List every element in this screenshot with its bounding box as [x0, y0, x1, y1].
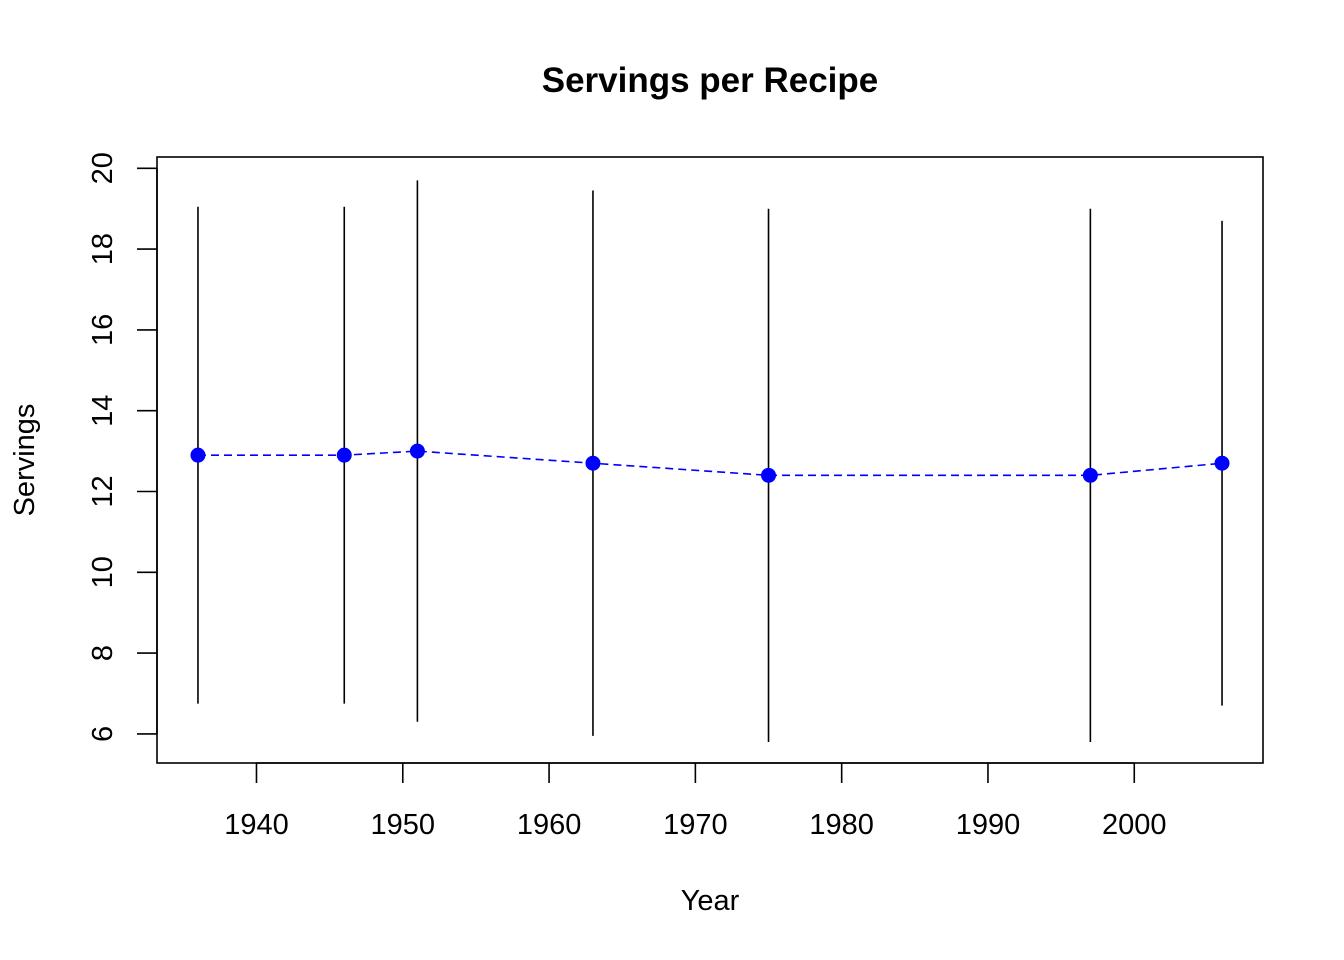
- error-bars: [197, 180, 1223, 742]
- y-axis-label: Servings: [9, 404, 41, 517]
- plot-frame: [156, 156, 1264, 764]
- x-tick-label: 1970: [663, 809, 728, 841]
- x-tick-label: 2000: [1102, 809, 1167, 841]
- data-point: [409, 443, 425, 459]
- data-point: [190, 447, 206, 463]
- x-tick-label: 1980: [809, 809, 874, 841]
- chart-title: Servings per Recipe: [542, 61, 879, 100]
- data-point: [585, 455, 601, 471]
- y-tick-label: 8: [87, 645, 119, 661]
- y-tick-label: 16: [87, 314, 119, 346]
- data-points: [190, 443, 1230, 483]
- y-axis: 6 8 10 12 14 16 18 20: [87, 152, 158, 742]
- x-tick-label: 1940: [224, 809, 289, 841]
- y-tick-label: 18: [87, 233, 119, 265]
- y-tick-label: 6: [87, 726, 119, 742]
- x-axis: 1940 1950 1960 1970 1980 1990 2000: [224, 762, 1167, 841]
- x-tick-label: 1990: [956, 809, 1021, 841]
- data-point: [1082, 467, 1098, 483]
- data-point: [336, 447, 352, 463]
- y-tick-label: 20: [87, 152, 119, 184]
- y-tick-label: 12: [87, 475, 119, 507]
- data-point: [761, 467, 777, 483]
- y-tick-label: 10: [87, 556, 119, 588]
- x-axis-label: Year: [681, 885, 740, 917]
- x-tick-label: 1950: [371, 809, 436, 841]
- x-tick-label: 1960: [517, 809, 582, 841]
- y-tick-label: 14: [87, 395, 119, 427]
- data-point: [1214, 455, 1230, 471]
